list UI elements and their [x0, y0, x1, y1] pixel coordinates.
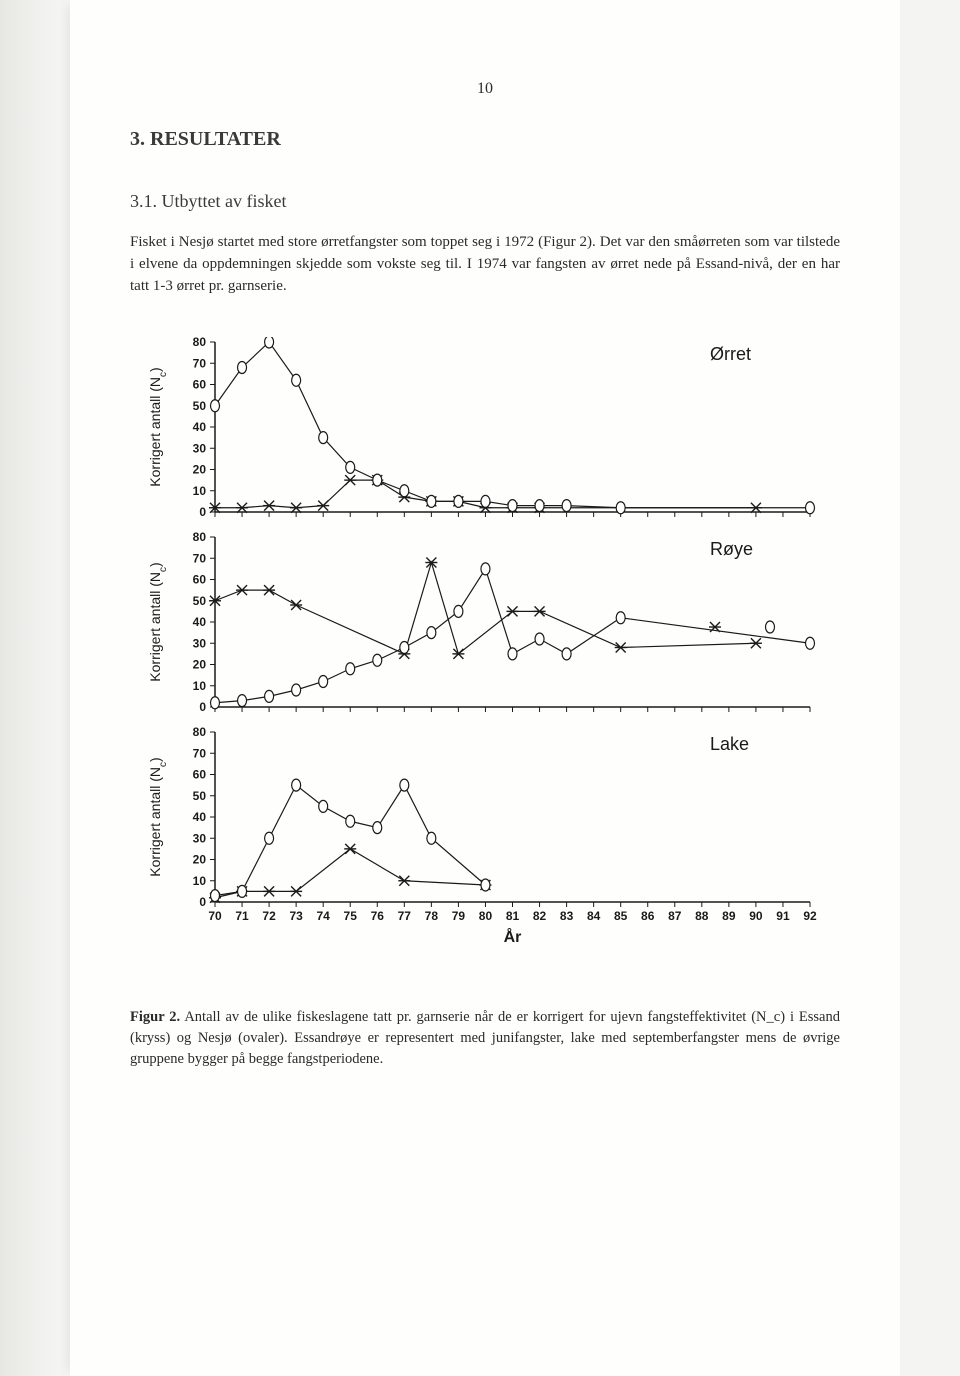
svg-text:Korrigert antall (Nc): Korrigert antall (Nc)	[147, 758, 169, 877]
svg-text:Røye: Røye	[710, 539, 753, 559]
svg-text:84: 84	[587, 909, 601, 923]
svg-text:75: 75	[344, 909, 358, 923]
svg-text:79: 79	[452, 909, 466, 923]
figure-2-caption: Figur 2. Antall av de ulike fiskeslagene…	[130, 1007, 840, 1070]
svg-text:50: 50	[193, 594, 207, 608]
svg-text:92: 92	[803, 909, 817, 923]
caption-body: Antall av de ulike fiskeslagene tatt pr.…	[130, 1009, 840, 1067]
caption-lead: Figur 2.	[130, 1009, 180, 1025]
svg-text:81: 81	[506, 909, 520, 923]
svg-text:91: 91	[776, 909, 790, 923]
body-paragraph: Fisket i Nesjø startet med store ørretfa…	[130, 232, 840, 297]
subsection-title: 3.1. Utbyttet av fisket	[130, 191, 840, 212]
section-title: 3. RESULTATER	[130, 128, 840, 151]
svg-text:78: 78	[425, 909, 439, 923]
svg-text:60: 60	[193, 768, 207, 782]
svg-text:77: 77	[398, 909, 412, 923]
svg-text:10: 10	[193, 874, 207, 888]
figure-2: 0 10 20 30 40 50 60 70 80 Korrigert antall (Nc) Ør…	[130, 337, 840, 977]
svg-text:60: 60	[193, 573, 207, 587]
svg-text:20: 20	[193, 658, 207, 672]
svg-text:80: 80	[193, 337, 207, 349]
svg-text:80: 80	[193, 530, 207, 544]
svg-text:0: 0	[199, 505, 206, 519]
svg-text:70: 70	[193, 552, 207, 566]
svg-text:0: 0	[199, 895, 206, 909]
svg-text:Lake: Lake	[710, 734, 749, 754]
svg-text:87: 87	[668, 909, 682, 923]
svg-text:90: 90	[749, 909, 763, 923]
svg-text:50: 50	[193, 399, 207, 413]
svg-text:71: 71	[235, 909, 249, 923]
svg-text:83: 83	[560, 909, 574, 923]
svg-text:0: 0	[199, 700, 206, 714]
svg-text:74: 74	[317, 909, 331, 923]
svg-text:30: 30	[193, 637, 207, 651]
svg-text:86: 86	[641, 909, 655, 923]
svg-text:70: 70	[208, 909, 222, 923]
svg-text:Ørret: Ørret	[710, 344, 751, 364]
svg-text:88: 88	[695, 909, 709, 923]
svg-text:20: 20	[193, 853, 207, 867]
svg-text:80: 80	[479, 909, 493, 923]
svg-text:Korrigert antall (Nc): Korrigert antall (Nc)	[147, 368, 169, 487]
svg-text:80: 80	[193, 725, 207, 739]
svg-text:10: 10	[193, 679, 207, 693]
svg-text:År: År	[504, 927, 522, 946]
svg-text:70: 70	[193, 357, 207, 371]
page: 10 3. RESULTATER 3.1. Utbyttet av fisket…	[70, 0, 900, 1376]
svg-text:30: 30	[193, 832, 207, 846]
figure-2-chart: 0 10 20 30 40 50 60 70 80 Korrigert antall (Nc) Ør…	[130, 337, 830, 977]
svg-text:70: 70	[193, 747, 207, 761]
scan-margin	[0, 0, 60, 1376]
svg-text:40: 40	[193, 420, 207, 434]
svg-text:60: 60	[193, 378, 207, 392]
svg-text:73: 73	[289, 909, 303, 923]
svg-text:85: 85	[614, 909, 628, 923]
svg-text:10: 10	[193, 484, 207, 498]
svg-text:72: 72	[262, 909, 276, 923]
page-number: 10	[130, 80, 840, 98]
svg-text:40: 40	[193, 615, 207, 629]
svg-text:76: 76	[371, 909, 385, 923]
svg-text:50: 50	[193, 789, 207, 803]
svg-text:20: 20	[193, 463, 207, 477]
svg-text:40: 40	[193, 810, 207, 824]
svg-text:89: 89	[722, 909, 736, 923]
svg-text:Korrigert antall (Nc): Korrigert antall (Nc)	[147, 563, 169, 682]
svg-text:30: 30	[193, 442, 207, 456]
svg-text:82: 82	[533, 909, 547, 923]
